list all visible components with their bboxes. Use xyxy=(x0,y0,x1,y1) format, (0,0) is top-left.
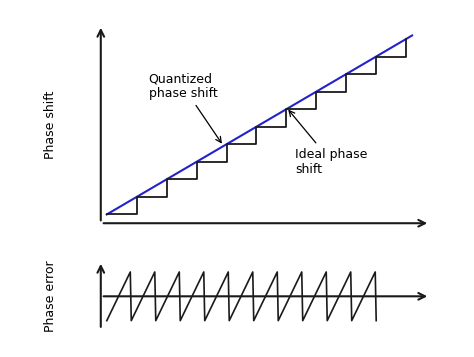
Text: Quantized
phase shift: Quantized phase shift xyxy=(149,72,221,142)
Text: Phase error: Phase error xyxy=(44,261,57,332)
Text: Position on aperture: Position on aperture xyxy=(202,264,328,277)
Text: Phase shift: Phase shift xyxy=(44,91,57,159)
Text: Ideal phase
shift: Ideal phase shift xyxy=(289,111,368,176)
